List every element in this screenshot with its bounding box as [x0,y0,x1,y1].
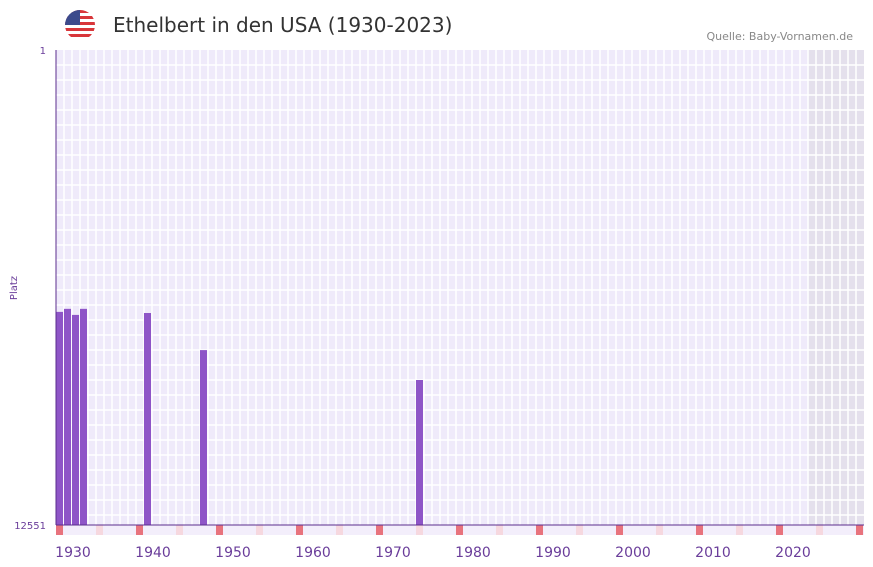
x-tick-2010: 2010 [695,545,731,561]
bar-1933 [80,308,87,525]
x-tick-1970: 1970 [375,545,411,561]
bar-1948 [200,350,207,525]
source-label: Quelle: Baby-Vornamen.de [706,30,853,43]
x-tick-1940: 1940 [135,545,171,561]
x-tick-1930: 1930 [55,545,91,561]
year-marker [416,525,423,535]
year-marker [656,525,663,535]
bar-1930 [56,311,63,525]
usa-flag-icon [65,10,95,40]
x-tick-1990: 1990 [535,545,571,561]
year-marker [536,525,543,535]
year-marker [696,525,703,535]
bar-1931 [64,308,71,525]
y-tick-bottom: 12551 [14,521,46,532]
bar-1932 [72,314,79,525]
x-tick-1960: 1960 [295,545,331,561]
x-tick-2000: 2000 [615,545,651,561]
year-marker [496,525,503,535]
y-tick-top: 1 [40,46,46,57]
y-axis-label: Platz [9,276,20,300]
year-marker [736,525,743,535]
year-marker [816,525,823,535]
year-marker [336,525,343,535]
year-marker [136,525,143,535]
year-marker [376,525,383,535]
year-marker [776,525,783,535]
year-marker [856,525,863,535]
year-marker [176,525,183,535]
x-tick-1980: 1980 [455,545,491,561]
year-marker [456,525,463,535]
year-marker [96,525,103,535]
year-marker [56,525,63,535]
bar-1975 [416,380,423,525]
x-tick-1950: 1950 [215,545,251,561]
year-marker [216,525,223,535]
year-marker [616,525,623,535]
year-marker [296,525,303,535]
bar-1941 [144,313,151,525]
plot-background [56,50,864,525]
year-marker [256,525,263,535]
x-tick-2020: 2020 [775,545,811,561]
future-region [808,50,864,525]
year-marker [576,525,583,535]
page-title: Ethelbert in den USA (1930-2023) [113,13,453,37]
